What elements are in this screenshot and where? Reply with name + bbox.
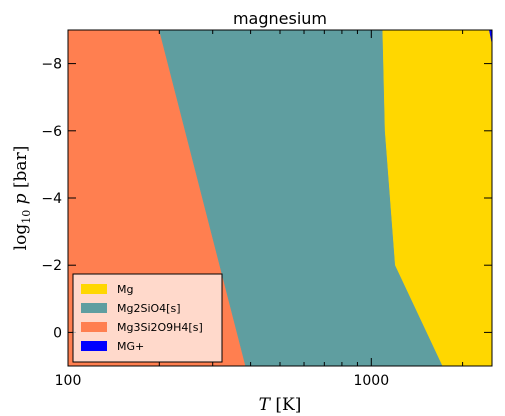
axis-ticks: 100 1000 −8 −6 −4 −2 0 (41, 30, 492, 389)
legend-label-mg3si2o9h4-s: Mg3Si2O9H4[s] (117, 321, 203, 334)
y-axis-label: log10 p [bar] (11, 146, 33, 251)
legend-swatch-mg (81, 341, 107, 351)
legend: Mg Mg2SiO4[s] Mg3Si2O9H4[s] MG+ (72, 273, 223, 363)
legend-label-mg2sio4-s: Mg2SiO4[s] (117, 302, 180, 315)
region-mg (489, 30, 492, 44)
legend-swatch-mg2sio4-s (81, 303, 107, 313)
legend-label-mg: Mg (117, 283, 133, 296)
y-tick-label: −6 (41, 124, 62, 140)
chart-title: magnesium (233, 9, 327, 28)
y-tick-label: −2 (41, 258, 62, 274)
y-tick-label: −8 (41, 57, 62, 73)
legend-swatch-mg3si2o9h4-s (81, 322, 107, 332)
x-axis-label: T [K] (259, 395, 302, 415)
x-tick-label: 100 (55, 373, 82, 389)
legend-swatch-mg (81, 284, 107, 294)
x-tick-label: 1000 (353, 373, 389, 389)
y-tick-label: 0 (53, 325, 62, 341)
y-tick-label: −4 (41, 191, 62, 207)
legend-label-mg: MG+ (117, 340, 144, 353)
